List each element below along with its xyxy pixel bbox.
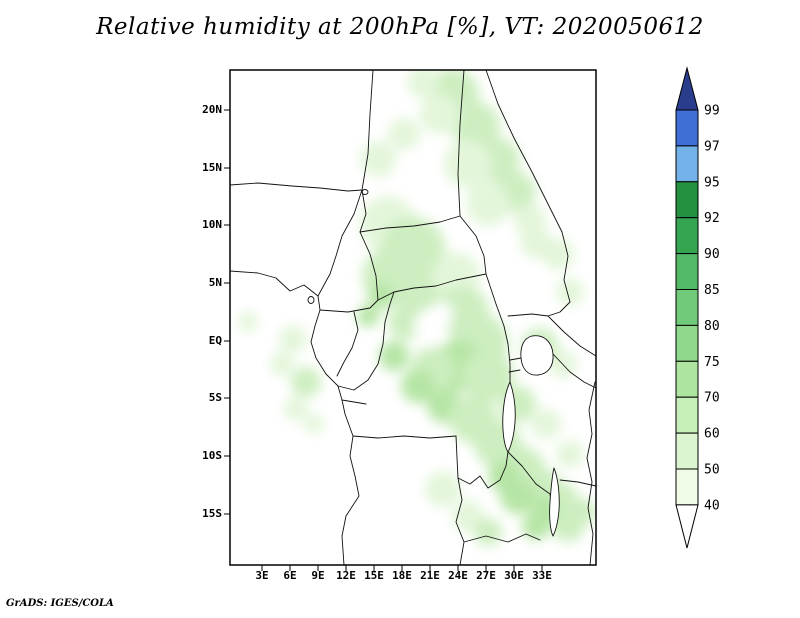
colorbar-arrow-bottom <box>675 504 699 549</box>
lon-tick-label: 15E <box>364 569 384 582</box>
colorbar-tick-label: 95 <box>704 175 720 190</box>
lake-tanganyika <box>502 381 516 453</box>
colorbar-tick-label: 80 <box>704 319 720 334</box>
humidity-shading-layer <box>238 70 596 546</box>
plot-title: Relative humidity at 200hPa [%], VT: 202… <box>96 14 704 40</box>
lat-tick-label: 10S <box>202 449 222 462</box>
lon-tick-label: 24E <box>448 569 468 582</box>
lat-tick-label: 5N <box>208 276 222 289</box>
map-plot <box>224 69 597 571</box>
lon-tick-label: 9E <box>311 569 325 582</box>
lon-tick-label: 3E <box>255 569 269 582</box>
colorbar-arrow-top <box>675 66 699 111</box>
lat-tick-label: 15N <box>202 161 222 174</box>
lat-tick-label: EQ <box>208 334 222 347</box>
lon-tick-label: 12E <box>336 569 356 582</box>
east-coastline <box>586 381 596 565</box>
lon-tick-label: 21E <box>420 569 440 582</box>
colorbar: 99 97 95 92 90 85 80 75 70 60 50 40 <box>675 66 720 549</box>
lon-tick-label: 6E <box>283 569 297 582</box>
colorbar-tick-label: 85 <box>704 283 720 298</box>
lake-malawi <box>549 467 560 537</box>
lon-tick-label: 18E <box>392 569 412 582</box>
colorbar-segment <box>675 396 699 434</box>
colorbar-segment <box>675 145 699 183</box>
colorbar-tick-label: 70 <box>704 391 720 406</box>
map-frame <box>229 69 597 566</box>
colorbar-tick-label: 50 <box>704 463 720 478</box>
country-borders-layer <box>230 70 596 565</box>
grads-credit: GrADS: IGES/COLA <box>6 598 114 609</box>
colorbar-segment <box>675 432 699 470</box>
lon-tick-label: 27E <box>476 569 496 582</box>
colorbar-segment <box>675 217 699 255</box>
colorbar-segment <box>675 109 699 147</box>
colorbar-segment <box>675 324 699 362</box>
colorbar-segment <box>675 360 699 398</box>
colorbar-segment <box>675 468 699 506</box>
lake-chad <box>361 189 369 195</box>
lat-tick-label: 20N <box>202 103 222 116</box>
bioko-island <box>307 296 315 304</box>
colorbar-tick-label: 97 <box>704 139 720 154</box>
colorbar-segment <box>675 289 699 326</box>
lat-tick-label: 15S <box>202 507 222 520</box>
lat-tick-label: 10N <box>202 218 222 231</box>
colorbar-tick-label: 99 <box>704 104 720 119</box>
lon-tick-label: 30E <box>504 569 524 582</box>
colorbar-tick-label: 60 <box>704 427 720 442</box>
colorbar-tick-label: 92 <box>704 211 720 226</box>
colorbar-tick-label: 90 <box>704 247 720 262</box>
colorbar-tick-label: 75 <box>704 355 720 370</box>
lake-victoria <box>520 335 554 376</box>
axis-tick-marks <box>224 109 543 571</box>
lat-tick-label: 5S <box>208 391 222 404</box>
lon-tick-label: 33E <box>532 569 552 582</box>
colorbar-tick-label: 40 <box>704 498 720 513</box>
colorbar-segment <box>675 181 699 219</box>
colorbar-segment <box>675 253 699 291</box>
west-coastline <box>230 270 360 565</box>
